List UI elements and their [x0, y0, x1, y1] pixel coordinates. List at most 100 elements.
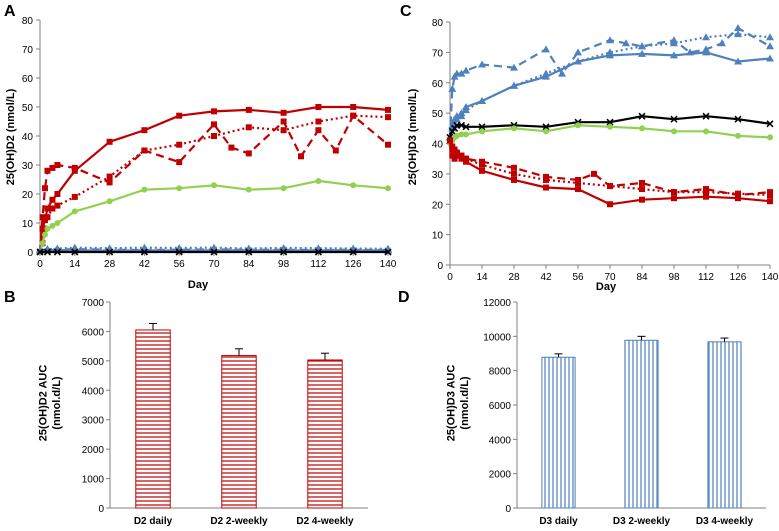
c-series-placebo-black--point [478, 123, 486, 131]
c-series-d2-4-weekly-point [639, 179, 645, 186]
c-series-d2-4-weekly-point [703, 186, 709, 193]
a-series-placebo-black--point [71, 248, 79, 256]
c-series-placebo-point [543, 128, 549, 135]
a-series-placebo-point [315, 177, 322, 184]
a-series-d2-daily-point [106, 138, 113, 145]
c-series-d2-daily-point [767, 198, 773, 205]
c-x-tick-label: 84 [636, 272, 648, 283]
d-bar [624, 339, 659, 509]
a-series-d2-2-weekly-point [44, 214, 51, 221]
b-ylabel-line2: (nmol.d/L) [51, 376, 63, 429]
b-bar [221, 355, 257, 509]
a-x-tick-label: 140 [380, 259, 397, 270]
d-category-label: D3 daily [539, 516, 578, 527]
a-y-tick-label: 50 [22, 103, 34, 114]
c-series-placebo-black--point [462, 123, 470, 131]
c-series-d3-2-weekly-point [462, 106, 470, 114]
c-series-d2-2-weekly-point [639, 186, 645, 193]
a-y-tick-label: 60 [22, 74, 34, 85]
a-series-d2-2-weekly-point [49, 205, 56, 212]
panel-a-xlabel: Day [188, 279, 209, 291]
panel-b-plot-area: 0 1000 2000 3000 4000 5000 6000 7000 D2 daily D2 … [82, 298, 368, 527]
a-series-d2-daily-point [44, 205, 51, 212]
a-series-d2-4-weekly-point [54, 162, 61, 168]
panel-c-ylabel: 25(OH)D3 (nmol/L) [407, 88, 419, 185]
d-bar [541, 356, 576, 509]
a-series-placebo-point [54, 220, 61, 226]
b-y-tick-label: 7000 [82, 298, 105, 309]
a-series-d2-4-weekly-point [176, 159, 183, 166]
a-series-d2-4-weekly-point [385, 141, 391, 148]
c-y-tick-label: 70 [432, 48, 444, 59]
a-y-tick-label: 0 [27, 248, 33, 259]
a-y-tick-label: 70 [22, 45, 34, 56]
c-series-d3-2-weekly-point [510, 81, 518, 89]
a-series-d2-4-weekly-point [298, 153, 304, 160]
c-series-d3-4-weekly-point [542, 45, 550, 53]
c-series-d2-2-weekly-point [575, 179, 581, 186]
a-series-d2-4-weekly-point [280, 118, 287, 125]
a-series-placebo-point [44, 225, 51, 232]
c-series-d3-2-weekly-point [606, 48, 614, 56]
a-series-d2-2-weekly-point [280, 127, 287, 134]
c-series-d3-4-weekly-point [718, 39, 726, 47]
c-x-tick-label: 14 [476, 272, 488, 283]
c-series-d2-2-weekly-point [767, 192, 773, 199]
a-x-tick-label: 70 [208, 259, 220, 270]
a-series-placebo-black--point [106, 248, 114, 256]
a-x-tick-label: 84 [243, 259, 255, 270]
c-series-d3-2-weekly-point [702, 33, 710, 41]
c-y-tick-label: 20 [432, 200, 444, 211]
c-series-d3-4-weekly-point [558, 69, 566, 77]
d-bar [707, 341, 742, 509]
c-series-d2-daily-point [453, 152, 460, 159]
c-series-d2-daily-point [479, 167, 485, 174]
c-series-placebo-black--point [542, 123, 550, 131]
c-series-d3-4-weekly-point [448, 84, 457, 92]
d-y-tick-label: 0 [505, 504, 511, 515]
c-series-d2-daily-point [543, 184, 549, 191]
c-series-d2-4-weekly-point [543, 173, 549, 180]
panel-b-ylabel: 25(OH)D2 AUC(nmol.d/L) [38, 365, 63, 442]
a-series-placebo-line [38, 179, 389, 253]
c-series-d3-2-weekly-point [574, 57, 582, 65]
c-y-tick-label: 10 [432, 231, 444, 242]
a-series-d2-daily-point [280, 109, 287, 116]
c-x-tick-label: 42 [540, 272, 552, 283]
a-series-placebo-point [176, 185, 183, 192]
c-series-d2-daily-point [458, 155, 465, 162]
b-y-tick-label: 5000 [82, 357, 105, 368]
c-series-d3-4-weekly-point [766, 42, 774, 50]
a-series-d2-4-weekly-point [141, 147, 148, 154]
a-series-d2-daily-point [141, 127, 148, 134]
a-y-tick-label: 80 [22, 16, 34, 27]
c-y-tick-label: 60 [432, 79, 444, 90]
c-series-placebo-point [703, 128, 709, 135]
b-y-tick-label: 4000 [82, 386, 105, 397]
a-y-tick-label: 20 [22, 190, 34, 201]
c-series-d2-daily-point [735, 195, 741, 202]
c-x-tick-label: 28 [508, 272, 520, 283]
c-series-d2-2-weekly-point [451, 146, 458, 153]
panel-letter-a: A [4, 3, 16, 20]
c-series-placebo-point [453, 132, 460, 139]
c-series-placebo-point [639, 125, 645, 132]
c-series-d3-4-weekly-point [702, 45, 710, 53]
c-x-tick-label: 140 [762, 272, 779, 283]
c-series-d3-4-weekly-point [622, 39, 630, 47]
c-series-d3-daily-point [638, 49, 646, 57]
c-series-d2-daily-line [448, 140, 771, 206]
a-series-d2-2-weekly-point [315, 118, 322, 125]
a-series-d2-2-weekly-point [385, 114, 391, 121]
a-x-tick-label: 28 [104, 259, 116, 270]
c-series-d2-daily-point [703, 193, 709, 200]
c-x-tick-label: 112 [698, 272, 714, 283]
b-category-label: D2 4-weekly [296, 516, 354, 527]
c-series-d3-2-weekly-point [766, 33, 774, 41]
panel-c: C 25(OH)D3 (nmol/L) 0 10 20 30 40 50 60 70 80 0 14… [400, 3, 779, 293]
c-series-d2-4-weekly-point [767, 189, 773, 196]
c-series-d3-2-weekly-point [452, 112, 461, 120]
c-y-tick-label: 40 [432, 140, 444, 151]
a-series-d2-4-weekly-point [228, 144, 235, 151]
b-y-tick-label: 6000 [82, 327, 105, 338]
